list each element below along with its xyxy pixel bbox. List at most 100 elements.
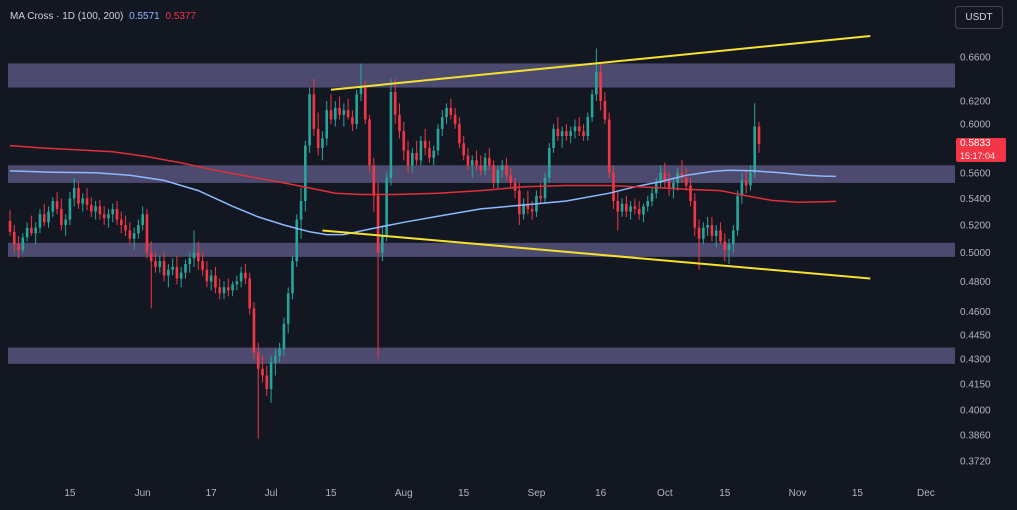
candle-body	[719, 230, 722, 242]
candle-body	[295, 219, 299, 262]
x-tick-label: Jul	[265, 488, 278, 499]
lower-trendline[interactable]	[322, 229, 871, 280]
candle-body	[706, 225, 709, 228]
ma200-value: 0.5377	[165, 11, 197, 22]
candle-body	[616, 201, 620, 212]
currency-button[interactable]: USDT	[955, 6, 1003, 29]
candle-body	[642, 206, 645, 215]
candle-body	[423, 140, 427, 149]
ma100-value: 0.5571	[129, 11, 160, 22]
y-tick-label: 0.6600	[960, 53, 991, 64]
x-tick-label: Sep	[528, 488, 546, 499]
candle-body	[466, 155, 470, 166]
candle-body	[646, 201, 650, 207]
candle-body	[389, 92, 393, 178]
candle-body	[518, 190, 521, 215]
y-tick-label: 0.4800	[960, 277, 991, 288]
candle-body	[359, 87, 363, 95]
candle-body	[329, 110, 333, 120]
candle-body	[274, 355, 277, 363]
candle-body	[723, 241, 727, 250]
candle-body	[398, 114, 401, 132]
y-tick-label: 0.4150	[960, 379, 991, 390]
candle-body	[496, 170, 500, 183]
candle-body	[702, 227, 705, 239]
candle-body	[222, 287, 226, 294]
candle-body	[483, 157, 487, 171]
ma-200-line	[9, 144, 837, 204]
candle-body	[102, 214, 106, 219]
y-tick-label: 0.4450	[960, 330, 991, 341]
candle-body	[94, 206, 97, 212]
candle-body	[449, 107, 453, 115]
y-axis[interactable]: 0.6600 0.6200 0.6000 0.5600 0.5400 0.5200 0.50…	[960, 53, 991, 468]
candle-body	[689, 185, 692, 202]
ma-100-line	[9, 169, 837, 236]
candle-body	[462, 143, 465, 156]
candle-body	[167, 269, 170, 276]
candle-body	[599, 72, 602, 102]
candle-body	[415, 152, 418, 161]
candle-body	[368, 119, 371, 166]
candle-body	[205, 269, 209, 282]
candle-body	[214, 275, 217, 288]
candle-body	[376, 195, 380, 253]
candle-body	[526, 203, 530, 209]
candle-body	[256, 352, 260, 369]
indicator-legend[interactable]: MA Cross · 1D (100, 200) 0.5571 0.5377	[10, 11, 196, 22]
support-resistance-zones	[8, 63, 955, 364]
candle-body	[513, 182, 517, 191]
candle-body	[248, 278, 251, 309]
x-tick-label: Aug	[395, 488, 413, 499]
last-price-tag: 0.5833 15:17:04	[956, 138, 1006, 162]
candle-body	[34, 227, 37, 234]
candle-body	[629, 206, 632, 212]
last-price-value: 0.5833	[960, 138, 991, 149]
candle-body	[128, 230, 132, 239]
candle-body	[265, 375, 269, 390]
candle-body	[55, 201, 59, 209]
candle-body	[338, 107, 341, 115]
candle-body	[226, 287, 230, 291]
y-tick-label: 0.5400	[960, 194, 991, 205]
x-tick-label: 15	[852, 488, 864, 499]
candle-body	[333, 107, 337, 120]
candle-body	[179, 272, 183, 279]
x-tick-label: 15	[325, 488, 337, 499]
candle-body	[38, 214, 42, 228]
candle-body	[573, 126, 577, 132]
candle-body	[145, 214, 149, 253]
candle-body	[321, 138, 324, 149]
x-tick-label: 15	[458, 488, 470, 499]
candle-body	[124, 225, 127, 231]
candle-body	[479, 165, 483, 171]
candle-body	[158, 261, 162, 267]
candle-body	[115, 208, 119, 220]
upper-trendline[interactable]	[330, 34, 871, 91]
candle-body	[231, 284, 234, 291]
candle-body	[560, 131, 564, 137]
candle-body	[445, 107, 448, 118]
candle-body	[342, 110, 346, 115]
y-tick-label: 0.3720	[960, 457, 991, 468]
candle-body	[740, 180, 744, 196]
candle-body	[556, 128, 560, 137]
candle-body	[680, 172, 684, 178]
candle-body	[286, 293, 290, 324]
candle-body	[620, 203, 624, 212]
candle-body	[77, 188, 80, 204]
candle-body	[757, 126, 761, 145]
candle-body	[488, 157, 491, 166]
candle-body	[30, 227, 33, 234]
candle-body	[363, 87, 367, 120]
candle-body	[355, 94, 358, 125]
x-axis[interactable]: 15 Jun 17 Jul 15 Aug 15 Sep 16 Oct 15 Nov 15 Dec	[64, 488, 934, 499]
candle-body	[192, 252, 196, 259]
candle-body	[8, 220, 12, 232]
candle-body	[667, 180, 671, 189]
candle-body	[351, 117, 354, 125]
candle-body	[304, 145, 307, 202]
y-tick-label: 0.4000	[960, 405, 991, 416]
zone-2	[8, 165, 955, 183]
